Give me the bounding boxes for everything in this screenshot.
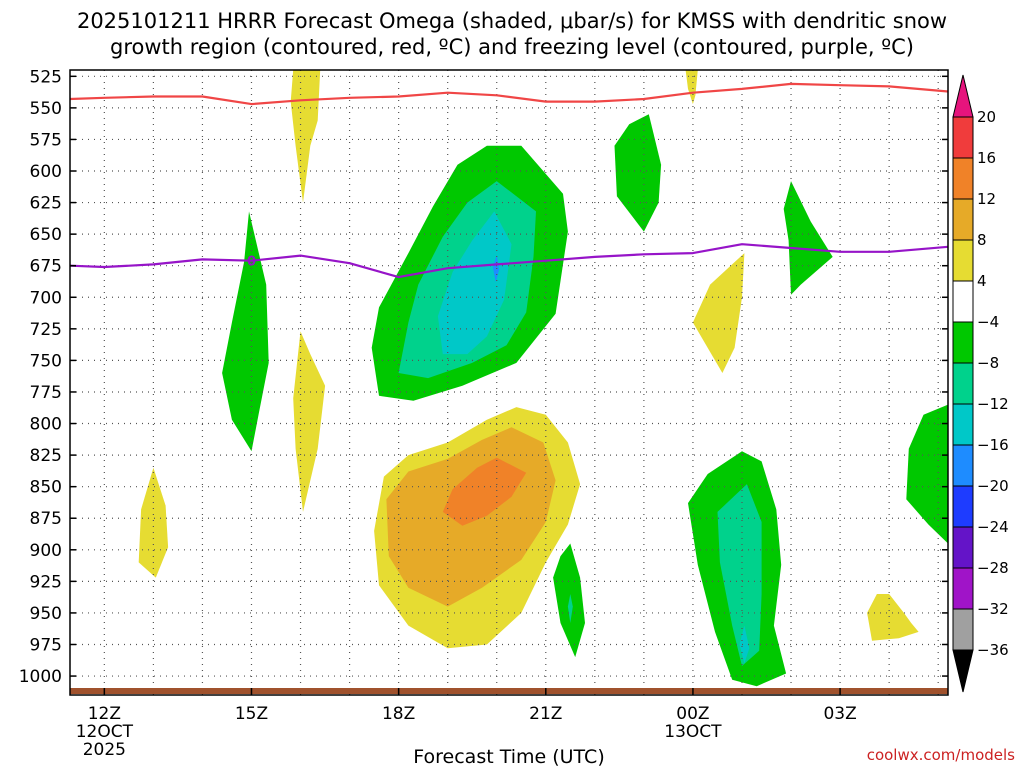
y-tick-label: 575 <box>30 130 62 150</box>
y-tick-label: 975 <box>30 635 62 655</box>
omega-region-0 <box>290 70 321 203</box>
x-tick-date: 12OCT <box>76 722 134 742</box>
credit-text: coolwx.com/models <box>867 746 1015 764</box>
y-tick-label: 600 <box>30 162 62 182</box>
colorbar-segment-7 <box>952 403 974 446</box>
colorbar-over-arrow <box>952 74 974 118</box>
y-tick-label: 675 <box>30 257 62 277</box>
x-tick-label: 00Z <box>676 704 709 724</box>
y-tick-label: 950 <box>30 604 62 624</box>
colorbar-label: −8 <box>977 354 999 372</box>
x-tick-date: 13OCT <box>664 722 722 742</box>
colorbar-label: 16 <box>977 149 996 167</box>
omega-region-14 <box>614 114 662 232</box>
y-tick-label: 875 <box>30 509 62 529</box>
freezing-level-line <box>70 243 948 279</box>
colorbar-segment-0 <box>952 116 974 159</box>
x-tick-label: 15Z <box>235 704 268 724</box>
colorbar-segment-12 <box>952 608 974 651</box>
y-tick-label: 700 <box>30 288 62 308</box>
y-tick-label: 650 <box>30 225 62 245</box>
y-tick-label: 525 <box>30 67 62 87</box>
colorbar-label: −36 <box>977 641 1009 659</box>
y-tick-label: 750 <box>30 351 62 371</box>
y-tick-label: 725 <box>30 320 62 340</box>
colorbar-under-arrow <box>952 649 974 693</box>
y-tick-label: 925 <box>30 572 62 592</box>
colorbar-label: −12 <box>977 395 1009 413</box>
y-axis-ticks: 525 550 575 600 625 650 675 700 725 750 775 800 825 8… <box>19 67 948 687</box>
colorbar-label: −24 <box>977 518 1009 536</box>
chart-title-line2: growth region (contoured, red, ºC) and f… <box>110 35 914 59</box>
omega-region-21 <box>739 625 750 664</box>
y-tick-label: 900 <box>30 541 62 561</box>
omega-region-12 <box>437 211 512 355</box>
omega-region-13 <box>492 255 500 283</box>
omega-region-5 <box>867 594 919 641</box>
omega-region-9 <box>222 211 269 452</box>
omega-region-16 <box>906 404 948 544</box>
colorbar-label: 8 <box>977 231 987 249</box>
colorbar-segment-6 <box>952 362 974 405</box>
colorbar-segment-8 <box>952 444 974 487</box>
x-axis-label: Forecast Time (UTC) <box>413 746 604 768</box>
contour-lines: 0 <box>70 82 948 279</box>
x-tick-label: 18Z <box>382 704 415 724</box>
colorbar-segment-1 <box>952 157 974 200</box>
chart-title-line1: 2025101211 HRRR Forecast Omega (shaded, … <box>77 9 947 33</box>
omega-region-8 <box>442 457 527 526</box>
omega-region-17 <box>553 543 585 658</box>
y-tick-label: 825 <box>30 446 62 466</box>
dotted-grid <box>70 70 948 695</box>
x-tick-label: 21Z <box>529 704 562 724</box>
colorbar-label: −28 <box>977 559 1009 577</box>
colorbar: 20 16 12 8 4 −4 −8 −12 −16 −20 −24 −28 −32 −36 <box>952 74 1009 693</box>
colorbar-label: −16 <box>977 436 1009 454</box>
y-tick-label: 550 <box>30 99 62 119</box>
omega-shaded-regions <box>138 70 948 687</box>
x-tick-year: 2025 <box>83 740 126 760</box>
omega-region-20 <box>717 484 762 666</box>
y-tick-label: 850 <box>30 478 62 498</box>
colorbar-label: 4 <box>977 272 987 290</box>
omega-region-2 <box>293 331 326 512</box>
colorbar-label: −20 <box>977 477 1009 495</box>
omega-region-1 <box>685 70 698 105</box>
omega-region-18 <box>567 594 573 623</box>
colorbar-segment-11 <box>952 567 974 610</box>
colorbar-segment-2 <box>952 198 974 241</box>
freezing-level-label: 0 <box>247 255 256 270</box>
colorbar-label: −4 <box>977 313 999 331</box>
y-tick-label: 800 <box>30 415 62 435</box>
y-tick-label: 1000 <box>19 667 62 687</box>
x-tick-label: 12Z <box>88 704 121 724</box>
x-tick-label: 03Z <box>823 704 856 724</box>
colorbar-segment-9 <box>952 485 974 528</box>
y-tick-label: 625 <box>30 194 62 214</box>
ground-strip <box>70 688 948 694</box>
colorbar-segment-5 <box>952 321 974 364</box>
plot-frame <box>69 69 949 696</box>
colorbar-label: −32 <box>977 600 1009 618</box>
colorbar-label: 12 <box>977 190 996 208</box>
y-tick-label: 775 <box>30 383 62 403</box>
colorbar-segment-3 <box>952 239 974 282</box>
colorbar-segment-4 <box>952 280 974 323</box>
colorbar-segment-10 <box>952 526 974 569</box>
omega-region-4 <box>692 253 745 373</box>
colorbar-label: 20 <box>977 108 996 126</box>
dgz-contour-line <box>70 82 948 106</box>
